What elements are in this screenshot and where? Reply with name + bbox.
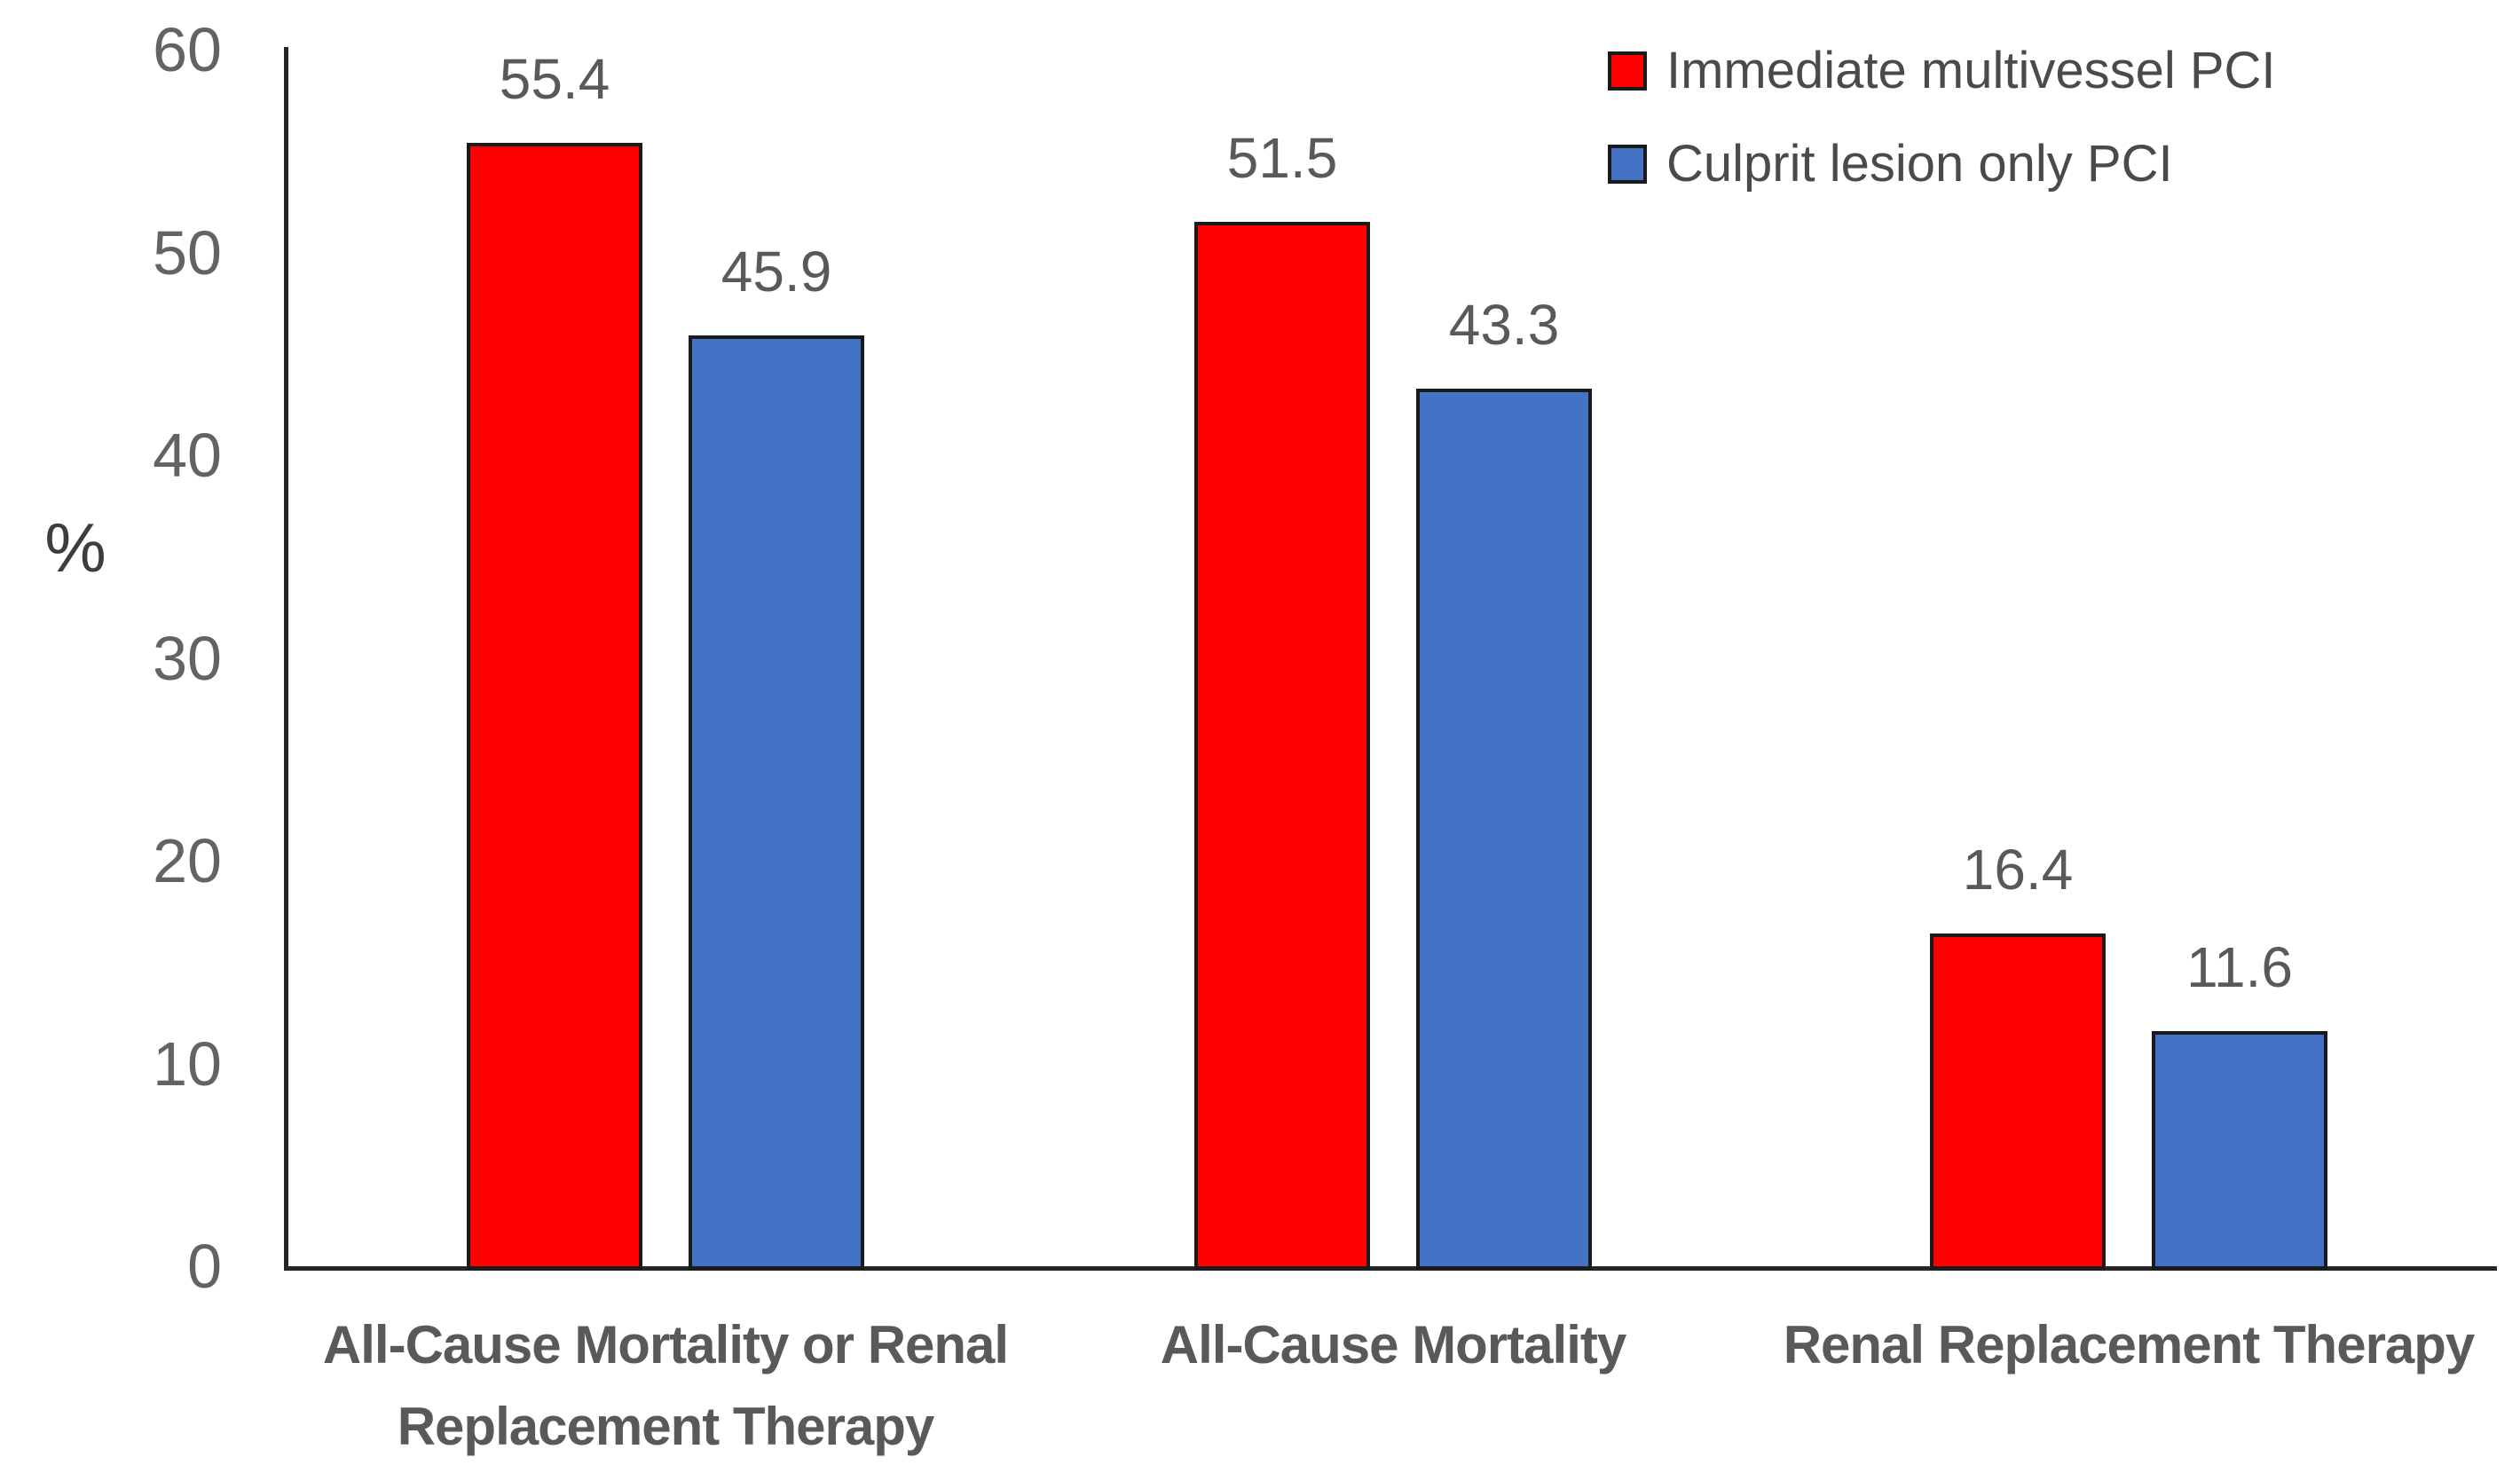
category-label: All-Cause Mortality bbox=[967, 1304, 1819, 1386]
y-tick-label: 60 bbox=[153, 15, 222, 84]
x-axis-line bbox=[284, 1266, 2497, 1271]
bar-value-label: 55.4 bbox=[499, 47, 610, 112]
category-label: Renal Replacement Therapy bbox=[1703, 1304, 2520, 1386]
y-tick-label: 10 bbox=[153, 1028, 222, 1099]
legend-item: Immediate multivessel PCI bbox=[1608, 43, 2276, 99]
y-tick-label: 30 bbox=[153, 623, 222, 693]
legend-series-label: Immediate multivessel PCI bbox=[1666, 42, 2276, 99]
legend-item: Culprit lesion only PCI bbox=[1608, 136, 2173, 193]
y-tick-label: 40 bbox=[153, 421, 222, 490]
bar-series1-cat2 bbox=[1194, 222, 1370, 1270]
bar-value-label: 51.5 bbox=[1226, 126, 1338, 191]
y-axis-line bbox=[284, 47, 288, 1271]
y-axis-unit-label: % bbox=[44, 508, 106, 587]
bar-value-label: 16.4 bbox=[1962, 838, 2074, 902]
bar-value-label: 43.3 bbox=[1448, 292, 1560, 357]
y-tick-label: 20 bbox=[153, 826, 222, 895]
legend-color-swatch bbox=[1608, 51, 1647, 91]
category-label-line: All-Cause Mortality or Renal bbox=[322, 1315, 1009, 1375]
bar-value-label: 45.9 bbox=[721, 240, 832, 304]
category-label: All-Cause Mortality or Renal Replacement … bbox=[240, 1304, 1091, 1468]
bar-series2-cat3 bbox=[2152, 1030, 2327, 1270]
bar-value-label: 11.6 bbox=[2186, 934, 2293, 999]
bar-series2-cat1 bbox=[689, 335, 864, 1270]
bar-series1-cat3 bbox=[1930, 933, 2106, 1270]
y-tick-label: 50 bbox=[153, 217, 222, 288]
bar-series1-cat1 bbox=[467, 143, 642, 1270]
category-label-line: All-Cause Mortality bbox=[1160, 1315, 1626, 1375]
legend-color-swatch bbox=[1608, 145, 1647, 184]
category-label-line: Replacement Therapy bbox=[397, 1397, 935, 1456]
category-label-line: Renal Replacement Therapy bbox=[1783, 1315, 2476, 1375]
legend-series-label: Culprit lesion only PCI bbox=[1666, 135, 2173, 193]
bar-series2-cat2 bbox=[1416, 388, 1592, 1270]
y-tick-label: 0 bbox=[187, 1232, 222, 1301]
